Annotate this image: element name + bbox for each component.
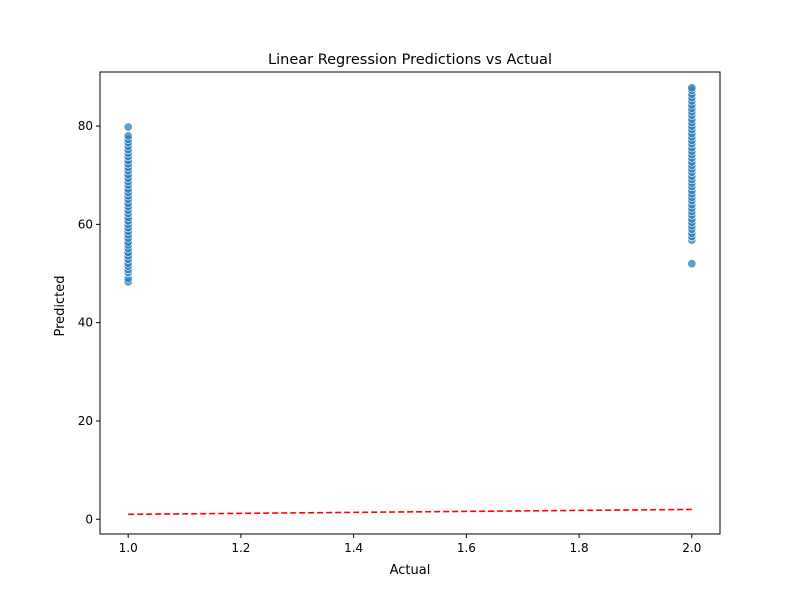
reference-line	[128, 508, 692, 516]
y-tick-label: 80	[78, 119, 93, 133]
scatter-points	[123, 83, 697, 287]
x-tick-label: 1.8	[570, 541, 589, 555]
data-point	[123, 122, 133, 132]
axes-frame	[99, 71, 721, 535]
x-tick-label: 1.6	[457, 541, 476, 555]
plot-area	[99, 71, 721, 535]
data-point	[123, 131, 133, 141]
x-tick-label: 1.2	[231, 541, 250, 555]
data-point	[687, 83, 697, 93]
y-tick-label: 60	[78, 217, 93, 231]
x-tick-label: 1.0	[119, 541, 138, 555]
y-axis-label: Predicted	[53, 275, 68, 336]
x-axis-label: Actual	[390, 563, 431, 578]
chart-title: Linear Regression Predictions vs Actual	[268, 52, 552, 68]
x-tick-label: 2.0	[682, 541, 701, 555]
reference-line-layer	[128, 508, 692, 516]
y-tick-label: 20	[78, 414, 93, 428]
x-axis-ticks: 1.0 1.2 1.4 1.6 1.8 2.0	[119, 534, 701, 555]
x-tick-label: 1.4	[344, 541, 363, 555]
y-tick-label: 40	[78, 316, 93, 330]
data-point	[687, 259, 697, 269]
y-tick-label: 0	[85, 512, 93, 526]
y-axis-ticks: 0 20 40 60 80	[78, 119, 100, 526]
